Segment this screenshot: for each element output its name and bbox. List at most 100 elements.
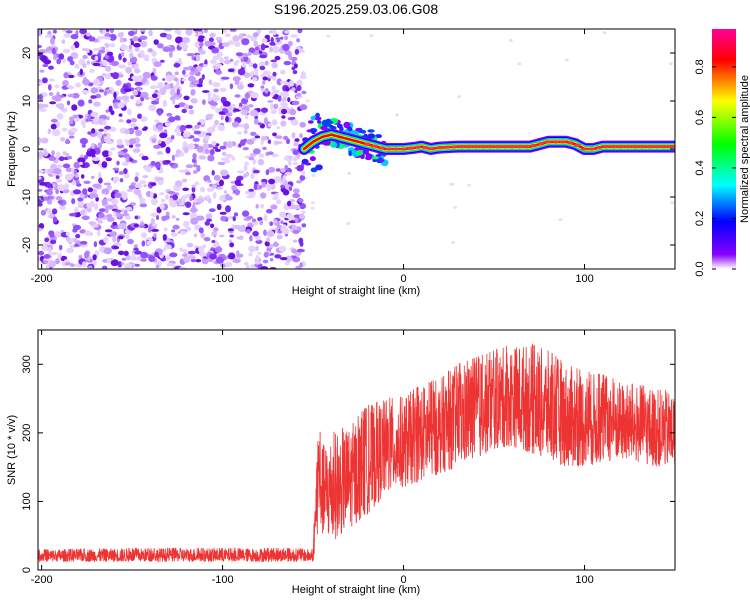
spectrogram-noise-blob: [74, 174, 80, 178]
spectrogram-noise-blob: [105, 65, 112, 72]
snr-series-line: [38, 343, 675, 563]
spectrogram-noise-blob: [276, 78, 282, 86]
spectrogram-noise-blob: [133, 126, 139, 130]
spectrogram-noise-blob: [104, 73, 112, 80]
x-tick-label: 0: [400, 273, 406, 285]
spectrogram-noise-blob: [102, 136, 111, 143]
spectrogram-noise-blob: [72, 114, 79, 119]
snr-frame: [37, 329, 676, 571]
spectrogram-noise-blob: [113, 91, 117, 99]
spectrogram-noise-blob: [286, 213, 294, 220]
snr-panel: -200 -100 0 100 0 100 200 300 Height of straig…: [6, 329, 676, 596]
spectrogram-noise-blob: [121, 213, 130, 217]
spectrogram-noise-blob: [190, 71, 196, 76]
spectrogram-noise-blob: [234, 94, 241, 98]
spectrogram-noise-blob: [207, 179, 212, 183]
spectrogram-noise-blob: [174, 128, 181, 133]
spectrogram-noise-blob: [134, 47, 140, 52]
y-tick-label: -20: [21, 237, 33, 253]
spectrogram-noise-blob: [270, 109, 278, 115]
spectrogram-noise-blob: [162, 46, 171, 53]
spectrogram-noise-blob: [120, 262, 125, 266]
ridge-peak: [472, 145, 480, 149]
spectrogram-noise-blob: [280, 98, 288, 102]
spectrogram-noise-blob: [260, 85, 265, 90]
spectrogram-noise-blob: [82, 188, 88, 195]
spectrogram-noise-blob: [181, 178, 188, 183]
spectrogram-noise-blob: [38, 169, 44, 174]
spectrogram-noise-blob: [227, 68, 235, 73]
spectrogram-noise-blob: [46, 208, 52, 215]
spectrogram-noise-blob: [117, 261, 123, 268]
spectrogram-noise-blob: [159, 32, 168, 38]
spectrogram-noise-blob: [94, 203, 99, 211]
ridge-peak: [465, 145, 473, 149]
spectrogram-faint-dot: [564, 58, 569, 62]
spectrogram-noise-blob: [254, 46, 259, 51]
spectrogram-noise-blob: [280, 220, 284, 225]
spectrogram-noise-blob: [68, 135, 75, 139]
spectrogram-noise-blob: [250, 92, 259, 99]
colorbar-tick-label: 0.4: [694, 160, 706, 175]
spectrogram-noise-blob: [90, 111, 99, 118]
spectrogram-noise-blob: [169, 82, 174, 89]
spectrogram-noise-blob: [105, 157, 112, 162]
spectrogram-noise-blob: [222, 29, 227, 34]
spectrogram-noise-blob: [211, 184, 217, 189]
spectrogram-noise-blob: [84, 154, 88, 160]
ridge-turbulence-blob: [320, 125, 328, 131]
spectrogram-noise-blob: [97, 142, 103, 150]
spectrogram-noise-blob: [72, 224, 82, 231]
spectrogram-noise-blob: [274, 141, 283, 145]
spectrogram-noise-blob: [140, 251, 149, 259]
spectrogram-noise-blob: [73, 211, 82, 218]
spectrogram-noise-blob: [109, 231, 118, 237]
spectrogram-noise-blob: [116, 212, 122, 218]
spectrogram-noise-blob: [141, 240, 146, 247]
spectrogram-noise-blob: [188, 109, 195, 115]
spectrogram-noise-blob: [259, 65, 266, 71]
spectrogram-noise-blob: [276, 234, 283, 240]
spectrogram-noise-blob: [74, 206, 79, 213]
spectrogram-noise-blob: [81, 215, 90, 221]
spectrogram-noise-blob: [281, 115, 286, 119]
spectrogram-noise-blob: [157, 82, 164, 89]
spectrogram-noise-blob: [84, 251, 90, 258]
spectrogram-noise-blob: [258, 185, 263, 190]
spectrogram-noise-blob: [59, 205, 66, 210]
spectrogram-noise-blob: [70, 127, 78, 133]
spectrogram-noise-blob: [194, 68, 199, 74]
spectrogram-noise-blob: [73, 238, 78, 243]
spectrogram-noise-blob: [73, 169, 77, 175]
spectrogram-noise-blob: [239, 81, 244, 85]
spectrogram-noise-blob: [272, 132, 277, 137]
spectrogram-noise-blob: [226, 141, 234, 149]
spectrogram-noise-blob: [261, 178, 268, 182]
spectrogram-noise-blob: [94, 55, 99, 61]
ridge-peak: [653, 145, 661, 149]
spectrogram-noise-blob: [105, 109, 110, 113]
spectrogram-noise-blob: [282, 224, 287, 230]
spectrogram-noise-blob: [47, 84, 52, 91]
spectrogram-noise-blob: [196, 164, 201, 172]
colorbar-tick-label: 0.8: [694, 59, 706, 74]
spectrogram-noise-blob: [214, 148, 222, 152]
spectrogram-noise-blob: [164, 254, 171, 262]
spectrogram-noise-blob: [246, 229, 251, 234]
spectrogram-noise-blob: [106, 51, 114, 56]
spectrogram-noise-blob: [244, 161, 250, 166]
spectrogram-x-ticks: -200 -100 0 100: [31, 29, 594, 285]
spectrogram-noise-blob: [220, 115, 224, 121]
spectrogram-noise-blob: [86, 49, 90, 53]
spectrogram-noise-blob: [154, 251, 159, 258]
spectrogram-noise-blob: [237, 225, 241, 232]
spectrogram-noise-blob: [248, 252, 253, 257]
spectrogram-noise-blob: [101, 188, 106, 194]
spectrogram-noise-blob: [48, 156, 57, 161]
spectrogram-noise-blob: [92, 188, 98, 195]
spectrogram-noise-blob: [90, 87, 98, 94]
spectrogram-noise-blob: [146, 240, 152, 246]
spectrogram-noise-blob: [179, 247, 184, 252]
spectrogram-noise-blob: [148, 29, 153, 37]
spectrogram-noise-blob: [253, 183, 258, 191]
